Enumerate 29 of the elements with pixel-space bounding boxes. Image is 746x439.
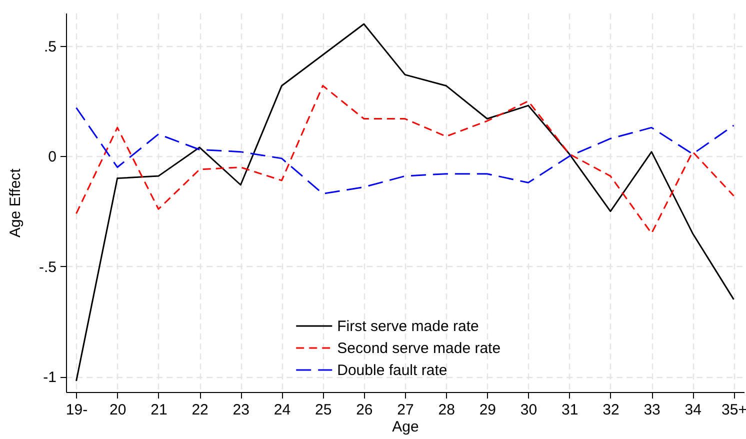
line-series	[76, 84, 734, 234]
x-tick-label: 28	[438, 402, 455, 418]
x-tick-label: 30	[520, 402, 538, 418]
x-tick-label: 35+	[722, 402, 746, 418]
legend-label: Double fault rate	[337, 362, 448, 379]
x-tick-label: 26	[356, 402, 373, 418]
x-tick-label: 34	[684, 402, 702, 418]
y-tick-label: .5	[44, 38, 56, 56]
x-tick-label: 22	[192, 402, 208, 418]
x-tick-label: 19-	[66, 402, 88, 418]
x-axis-title: Age	[392, 418, 419, 436]
x-tick-label: 32	[602, 402, 620, 418]
line-series	[76, 107, 734, 194]
x-tick-label: 21	[150, 402, 168, 418]
y-tick-label: -1	[43, 369, 56, 386]
legend-label: Second serve made rate	[337, 340, 501, 357]
line-series	[76, 23, 734, 382]
x-tick-label: 29	[479, 402, 496, 418]
y-axis-title: Age Effect	[6, 168, 24, 238]
y-tick-label: 0	[48, 148, 56, 166]
x-tick-label: 23	[232, 402, 250, 418]
x-tick-label: 27	[397, 402, 414, 418]
x-tick-label: 33	[644, 402, 660, 418]
y-tick-label: -.5	[38, 258, 56, 276]
x-tick-label: 25	[314, 402, 332, 418]
x-tick-label: 24	[274, 402, 291, 418]
legend-label: First serve made rate	[337, 318, 479, 335]
x-tick-label: 31	[562, 402, 578, 418]
x-tick-label: 20	[110, 402, 126, 418]
